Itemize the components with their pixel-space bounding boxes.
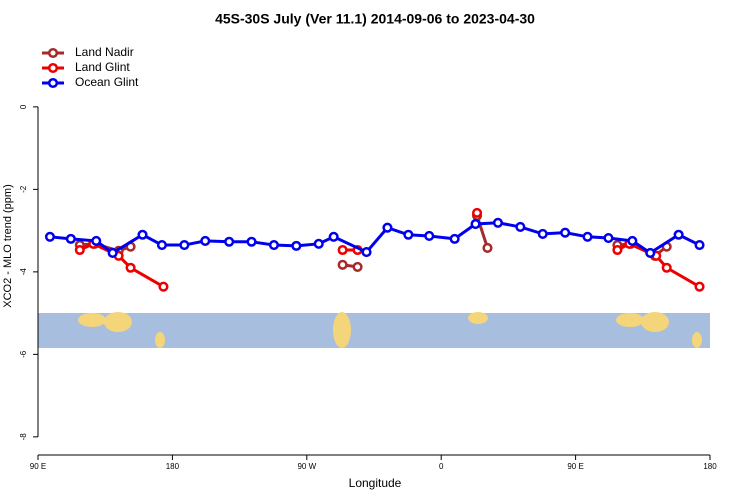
legend-marker (47, 62, 59, 74)
data-point (137, 229, 148, 240)
data-point (268, 240, 279, 251)
data-point (694, 240, 705, 251)
data-point (313, 238, 324, 249)
data-point (158, 281, 169, 292)
data-point (403, 229, 414, 240)
data-point (361, 247, 372, 258)
data-point (612, 244, 623, 256)
legend-label: Land Glint (75, 60, 130, 74)
data-point (492, 217, 503, 228)
data-point (74, 244, 85, 256)
series (74, 207, 705, 292)
data-point (44, 231, 55, 242)
x-tick-label: 0 (439, 462, 444, 471)
data-point (200, 235, 211, 246)
legend-marker (47, 47, 59, 59)
legend-label: Ocean Glint (75, 75, 139, 89)
y-tick-label: -8 (19, 433, 28, 441)
data-point (107, 247, 118, 258)
series-line (616, 242, 701, 289)
series (44, 217, 705, 258)
x-tick-label: 180 (703, 462, 717, 471)
data-point (337, 244, 348, 256)
data-point (470, 218, 481, 230)
data-point (471, 207, 483, 218)
data-point (603, 232, 614, 244)
data-point (424, 230, 435, 242)
data-point (156, 240, 167, 251)
data-point (673, 229, 684, 240)
y-axis-label: XCO2 - MLO trend (ppm) (2, 184, 14, 307)
x-axis-label: Longitude (349, 476, 402, 490)
data-point (627, 235, 638, 246)
data-point (125, 262, 136, 273)
legend-item: Land Glint (42, 60, 130, 74)
x-tick-label: 90 E (30, 462, 46, 471)
legend-item: Ocean Glint (42, 75, 139, 89)
data-point (224, 236, 235, 247)
x-tick-label: 90 E (567, 462, 583, 471)
data-point (482, 242, 493, 253)
legend-label: Land Nadir (75, 45, 134, 59)
data-point (337, 259, 348, 270)
data-point (449, 233, 460, 244)
x-tick-label: 90 W (297, 462, 316, 471)
legend-marker (47, 77, 59, 89)
data-point (645, 247, 656, 258)
series-line (49, 221, 701, 255)
data-point (582, 231, 593, 242)
x-tick-label: 180 (166, 462, 180, 471)
y-tick-label: -4 (19, 268, 28, 276)
y-tick-label: -2 (19, 185, 28, 193)
data-point (291, 240, 302, 251)
legend-item: Land Nadir (42, 45, 134, 59)
data-point (246, 236, 257, 247)
data-point (179, 240, 190, 251)
data-point (694, 281, 705, 292)
data-point (537, 228, 548, 239)
y-tick-label: 0 (19, 104, 28, 109)
data-point (560, 227, 571, 238)
data-point (382, 222, 393, 233)
data-point (328, 231, 339, 242)
data-point (91, 235, 102, 246)
data-point (515, 221, 526, 232)
data-point (65, 233, 76, 244)
y-tick-label: -6 (19, 350, 28, 358)
data-point (352, 261, 363, 272)
map-band (38, 312, 710, 348)
chart-title: 45S-30S July (Ver 11.1) 2014-09-06 to 20… (215, 11, 535, 27)
data-point (661, 262, 672, 273)
